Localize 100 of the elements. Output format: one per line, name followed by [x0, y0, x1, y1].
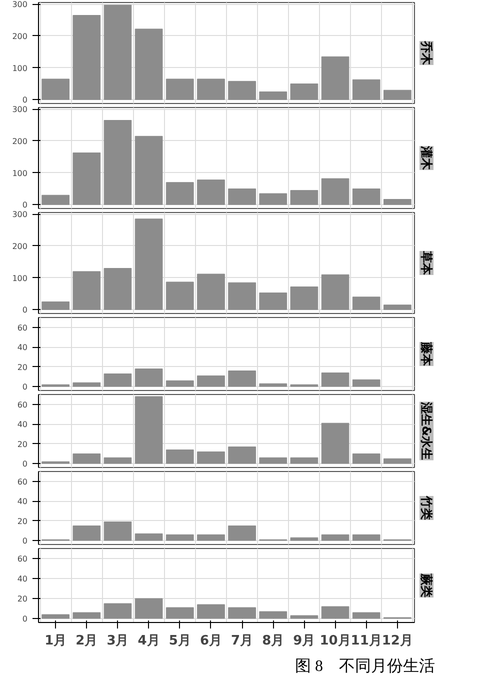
bar — [352, 612, 380, 619]
bar — [228, 188, 256, 205]
bar — [197, 604, 225, 619]
bar — [166, 78, 194, 100]
y-tick-label: 40 — [17, 420, 28, 430]
bar — [290, 615, 318, 619]
text: 藤本 — [420, 341, 434, 367]
x-tick-label: 4月 — [138, 634, 160, 648]
text: 湿生&水生 — [420, 400, 434, 460]
x-tick-label: 8月 — [262, 634, 284, 648]
bar — [383, 90, 412, 100]
bar — [290, 286, 318, 310]
bar — [321, 372, 350, 387]
bar — [104, 268, 132, 310]
x-tick-label: 11月 — [350, 634, 382, 648]
bar — [104, 4, 132, 100]
y-tick-label: 100 — [12, 168, 28, 178]
bar — [321, 178, 350, 205]
bar — [352, 188, 380, 205]
y-tick-label: 40 — [17, 343, 28, 352]
bar — [321, 56, 350, 100]
bar — [72, 453, 101, 464]
x-tick-label: 5月 — [168, 634, 191, 648]
bar — [166, 449, 194, 464]
y-tick-label: 40 — [17, 497, 28, 506]
y-tick-label: 0 — [22, 382, 28, 392]
bar — [104, 457, 132, 464]
bar — [321, 274, 350, 310]
y-tick-label: 300 — [12, 105, 28, 114]
y-tick-label: 0 — [22, 306, 28, 315]
bar — [104, 373, 132, 387]
bar — [352, 534, 380, 541]
bar — [134, 396, 163, 464]
y-tick-label: 0 — [22, 460, 28, 469]
bar — [104, 522, 132, 541]
x-tick-label: 2月 — [76, 634, 98, 648]
bar — [197, 78, 225, 100]
bar — [228, 80, 256, 100]
bar — [72, 152, 101, 205]
bar — [166, 607, 194, 619]
bar — [259, 292, 288, 310]
bar — [197, 534, 225, 541]
bar — [197, 180, 225, 205]
text: 灌木 — [420, 145, 434, 171]
bar — [259, 383, 288, 387]
y-tick-label: 60 — [17, 477, 28, 486]
bar — [352, 296, 380, 310]
bar — [134, 598, 163, 619]
bar — [228, 370, 256, 387]
bar — [290, 83, 318, 100]
x-tick-label: 7月 — [231, 634, 254, 648]
x-tick-label: 6月 — [200, 634, 222, 648]
text: 蕨类 — [420, 572, 434, 598]
bar — [134, 533, 163, 541]
bar — [166, 182, 194, 205]
y-tick-label: 200 — [12, 136, 28, 146]
text: 草本 — [420, 250, 434, 276]
bar — [383, 304, 412, 310]
bar — [352, 453, 380, 464]
caption: 图 8 不同月份生活 — [295, 656, 435, 676]
bar — [228, 526, 256, 541]
y-tick-label: 60 — [17, 554, 28, 564]
bar — [104, 120, 132, 205]
bar — [352, 379, 380, 387]
bar — [134, 218, 163, 310]
text: 乔木 — [420, 40, 434, 66]
y-tick-label: 60 — [17, 323, 28, 332]
bar — [228, 282, 256, 310]
y-tick-label: 300 — [12, 0, 28, 10]
x-tick-label: 3月 — [106, 634, 129, 648]
bar — [259, 457, 288, 464]
bar — [321, 606, 350, 619]
x-tick-label: 9月 — [293, 634, 316, 648]
bar — [259, 91, 288, 100]
y-tick-label: 0 — [22, 96, 28, 105]
y-tick-label: 20 — [17, 594, 28, 604]
bar — [166, 534, 194, 541]
y-tick-label: 60 — [17, 400, 28, 410]
bar — [321, 534, 350, 541]
bar — [42, 301, 70, 310]
bar — [321, 422, 350, 464]
y-tick-label: 300 — [12, 210, 28, 220]
bar — [197, 375, 225, 387]
bar — [228, 446, 256, 464]
bar — [42, 78, 70, 100]
x-tick-label: 1月 — [44, 634, 67, 648]
bar — [197, 451, 225, 464]
y-tick-label: 0 — [22, 200, 28, 210]
bar — [42, 194, 70, 205]
text: 竹类 — [420, 495, 434, 520]
bar — [259, 611, 288, 619]
x-tick-label: 12月 — [382, 634, 413, 648]
bar — [72, 271, 101, 310]
bar — [259, 193, 288, 205]
bar — [72, 526, 101, 541]
bar — [166, 282, 194, 310]
bar — [72, 14, 101, 100]
bar — [134, 28, 163, 100]
y-tick-label: 100 — [12, 274, 28, 283]
y-tick-label: 0 — [22, 614, 28, 624]
